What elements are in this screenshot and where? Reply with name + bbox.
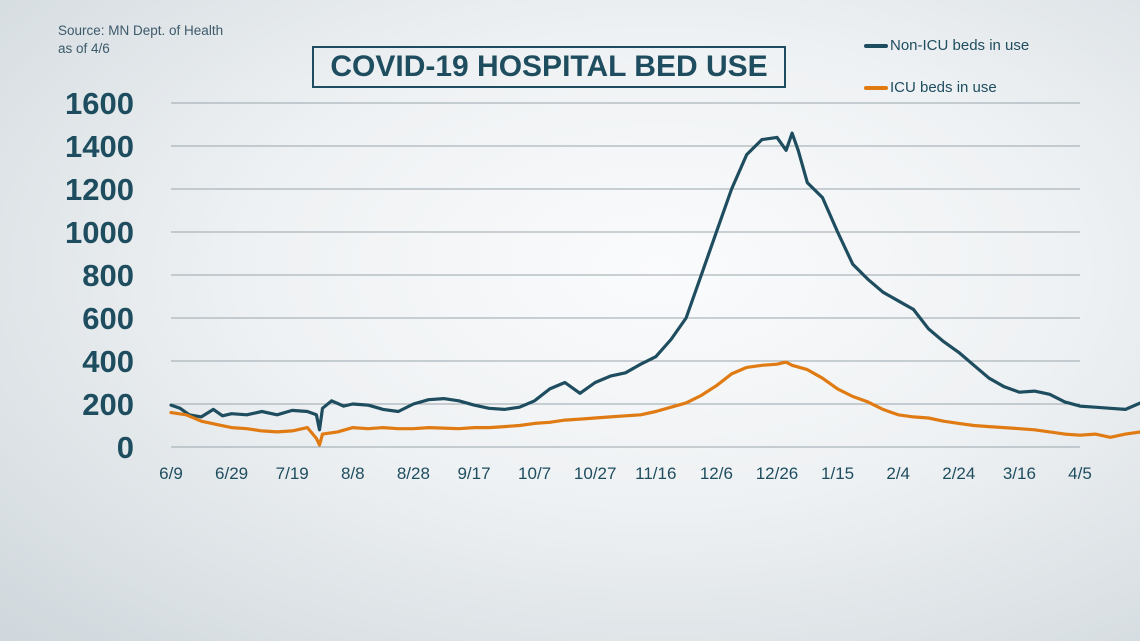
x-tick-label: 1/15: [821, 464, 854, 483]
legend-item-icu[interactable]: ICU beds in use: [864, 79, 997, 96]
x-tick-label: 6/9: [159, 464, 183, 483]
as-of-date: as of 4/6: [58, 41, 110, 56]
x-tick-label: 2/4: [886, 464, 910, 483]
chart-title: COVID-19 HOSPITAL BED USE: [312, 46, 786, 88]
y-tick-label: 1600: [65, 86, 134, 121]
x-tick-label: 2/24: [942, 464, 975, 483]
source-note: Source: MN Dept. of Health as of 4/6: [58, 22, 223, 58]
x-tick-label: 11/16: [635, 464, 676, 483]
y-tick-label: 800: [82, 258, 134, 293]
y-tick-label: 1200: [65, 172, 134, 207]
y-tick-label: 1400: [65, 129, 134, 164]
series-line-non-icu: [169, 131, 1140, 432]
y-tick-label: 400: [82, 344, 134, 379]
y-tick-label: 1000: [65, 215, 134, 250]
x-tick-label: 12/6: [700, 464, 733, 483]
series-line-icu: [169, 360, 1140, 447]
x-tick-label: 10/27: [574, 464, 617, 483]
x-tick-label: 6/29: [215, 464, 248, 483]
x-tick-label: 7/19: [276, 464, 309, 483]
legend-item-non-icu[interactable]: Non-ICU beds in use: [864, 37, 1029, 54]
x-tick-label: 9/17: [457, 464, 490, 483]
x-tick-label: 12/26: [756, 464, 799, 483]
y-tick-label: 0: [117, 430, 134, 465]
legend-label-non-icu: Non-ICU beds in use: [890, 37, 1030, 54]
y-tick-label: 600: [82, 301, 134, 336]
legend-swatch-icu: [864, 85, 888, 90]
x-tick-label: 10/7: [518, 464, 551, 483]
legend-swatch-non-icu: [864, 43, 888, 48]
legend-label-icu: ICU beds in use: [890, 79, 997, 96]
x-tick-label: 3/16: [1003, 464, 1036, 483]
x-tick-label: 4/5: [1068, 464, 1092, 483]
y-tick-label: 200: [82, 387, 134, 422]
source-line: Source: MN Dept. of Health: [58, 23, 224, 38]
x-tick-label: 8/28: [397, 464, 430, 483]
x-tick-label: 8/8: [341, 464, 365, 483]
